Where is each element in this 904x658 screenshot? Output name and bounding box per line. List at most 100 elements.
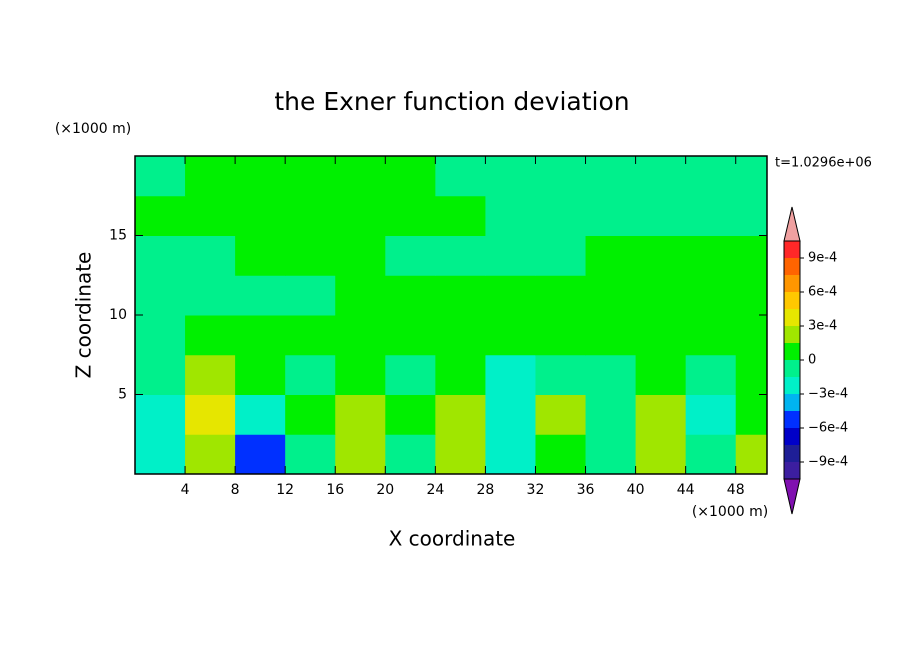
x-tick-label: 4 (181, 482, 190, 498)
colorbar-under (783, 478, 801, 515)
contour-cell (685, 315, 737, 356)
contour-cell (385, 354, 436, 395)
contour-cell (335, 235, 386, 276)
x-axis-label: X coordinate (389, 527, 516, 551)
colorbar-tick-label: −9e-4 (808, 455, 848, 470)
contour-cell (685, 434, 737, 474)
contour-cell (485, 195, 536, 236)
contour-cell (485, 434, 536, 474)
colorbar-tick-label: −3e-4 (808, 387, 848, 402)
contour-cell (285, 354, 336, 395)
contour-cell (135, 195, 186, 236)
colorbar-band (784, 411, 800, 428)
contour-cell (535, 235, 587, 276)
contour-cell (135, 235, 186, 276)
contour-cell (535, 434, 587, 474)
contour-cell (185, 156, 236, 197)
contour-cell (485, 354, 536, 395)
contour-cell (635, 235, 687, 276)
x-unit: (×1000 m) (692, 504, 768, 520)
contour-cell (135, 354, 186, 395)
contour-cell (435, 394, 486, 435)
x-tick-label: 40 (627, 482, 645, 498)
contour-cell (735, 394, 767, 435)
colorbar-band (784, 343, 800, 360)
contour-cell (335, 275, 386, 316)
contour-cell (635, 394, 687, 435)
contour-cell (335, 354, 386, 395)
contour-cell (635, 354, 687, 395)
contour-cell (435, 235, 486, 276)
contour-cell (185, 275, 236, 316)
contour-cell (735, 275, 767, 316)
contour-cell (385, 434, 436, 474)
contour-cell (235, 156, 286, 197)
contour-cell (235, 434, 286, 474)
contour-cell (735, 354, 767, 395)
contour-cell (635, 315, 687, 356)
contour-cell (685, 156, 737, 197)
contour-cell (685, 354, 737, 395)
contour-cell (285, 235, 336, 276)
contour-cell (485, 275, 536, 316)
contour-cell (335, 156, 386, 197)
colorbar-band (784, 462, 800, 479)
contour-cell (385, 315, 436, 356)
contour-cell (535, 394, 587, 435)
colorbar-band (784, 377, 800, 394)
contour-field (135, 156, 767, 474)
contour-cell (185, 195, 236, 236)
contour-cell (335, 394, 386, 435)
contour-cell (535, 315, 587, 356)
x-tick-label: 16 (326, 482, 344, 498)
contour-cell (585, 235, 637, 276)
x-tick-label: 48 (727, 482, 745, 498)
contour-cell (435, 156, 486, 197)
contour-cell (735, 434, 767, 474)
contour-cell (435, 195, 486, 236)
colorbar-band (784, 360, 800, 377)
contour-cell (735, 156, 767, 197)
contour-cell (535, 354, 587, 395)
contour-cell (185, 235, 236, 276)
colorbar-tick-label: 0 (808, 353, 816, 368)
y-tick-label: 5 (118, 387, 127, 403)
contour-cell (285, 434, 336, 474)
contour-cell (285, 195, 336, 236)
contour-cell (435, 434, 486, 474)
contour-cell (635, 275, 687, 316)
contour-cell (135, 156, 186, 197)
contour-cell (585, 434, 637, 474)
colorbar-tick-label: 6e-4 (808, 285, 837, 300)
x-tick-label: 44 (677, 482, 695, 498)
contour-cell (585, 275, 637, 316)
contour-cell (285, 315, 336, 356)
contour-cell (685, 195, 737, 236)
contour-cell (285, 156, 336, 197)
contour-cell (535, 156, 587, 197)
contour-cell (235, 315, 286, 356)
contour-cell (335, 195, 386, 236)
contour-cell (635, 195, 687, 236)
colorbar-band (784, 275, 800, 292)
contour-cell (135, 434, 186, 474)
contour-cell (135, 315, 186, 356)
contour-cell (535, 195, 587, 236)
y-unit: (×1000 m) (55, 121, 131, 137)
contour-cell (535, 275, 587, 316)
contour-cell (335, 315, 386, 356)
contour-cell (385, 235, 436, 276)
contour-cell (735, 315, 767, 356)
contour-cell (385, 195, 436, 236)
contour-cell (185, 394, 236, 435)
contour-cell (385, 275, 436, 316)
contour-cell (185, 434, 236, 474)
contour-cell (135, 275, 186, 316)
contour-cell (235, 235, 286, 276)
contour-cell (385, 156, 436, 197)
contour-cell (235, 394, 286, 435)
contour-cell (585, 195, 637, 236)
contour-cell (435, 275, 486, 316)
contour-cell (235, 354, 286, 395)
